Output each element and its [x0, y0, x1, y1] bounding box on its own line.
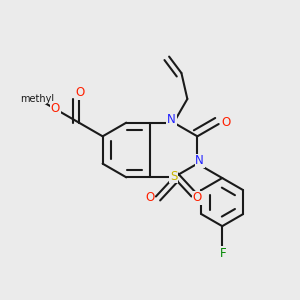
Text: O: O [51, 102, 60, 115]
Text: O: O [221, 116, 230, 129]
Text: N: N [167, 113, 176, 127]
Text: O: O [145, 191, 154, 205]
Text: methyl: methyl [20, 94, 55, 104]
Text: O: O [76, 86, 85, 99]
Text: O: O [193, 191, 202, 205]
Text: F: F [220, 247, 226, 260]
Text: N: N [195, 154, 204, 167]
Text: S: S [170, 170, 177, 183]
